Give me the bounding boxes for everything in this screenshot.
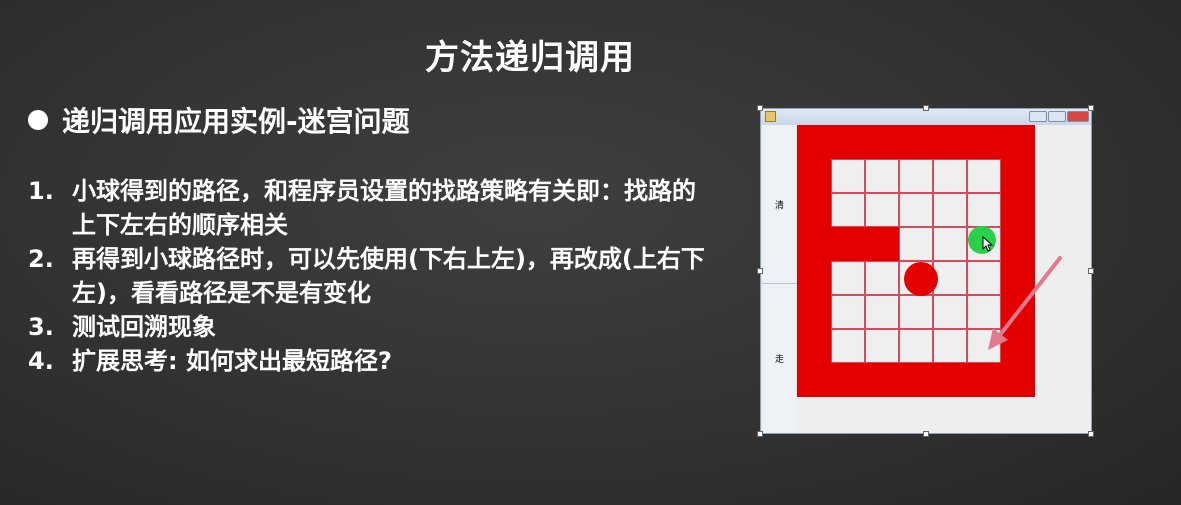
resize-handle-corner-tl[interactable]: [757, 105, 763, 111]
maze-open-cell: [899, 227, 933, 261]
list-item-number: 3.: [28, 313, 54, 341]
maze-canvas: [797, 125, 1091, 433]
list-item: 3. 测试回溯现象: [28, 310, 718, 344]
list-item-text: 小球得到的路径，和程序员设置的找路策略有关即：找路的上下左右的顺序相关: [72, 177, 696, 239]
maze-open-cell: [933, 329, 967, 363]
green-ball: [968, 226, 996, 254]
resize-handle-bottom[interactable]: [923, 431, 929, 437]
maze-wall-cell: [967, 363, 1001, 397]
maze-wall-cell: [797, 159, 831, 193]
maze-wall-cell: [797, 125, 831, 159]
maze-open-cell: [865, 261, 899, 295]
maze-wall-cell: [1001, 159, 1035, 193]
list-item-text: 扩展思考: 如何求出最短路径?: [72, 347, 392, 375]
maze-wall-cell: [797, 193, 831, 227]
maze-open-cell: [967, 159, 1001, 193]
list-item: 4. 扩展思考: 如何求出最短路径?: [28, 344, 718, 378]
resize-handle-right[interactable]: [1088, 268, 1094, 274]
maze-open-cell: [831, 159, 865, 193]
resize-handle-corner-bl[interactable]: [757, 431, 763, 437]
maze-open-cell: [899, 295, 933, 329]
maze-wall-cell: [1001, 329, 1035, 363]
maze-wall-cell: [831, 125, 865, 159]
maze-open-cell: [865, 329, 899, 363]
maze-wall-cell: [865, 363, 899, 397]
maze-wall-cell: [831, 227, 865, 261]
mouse-cursor-icon: [982, 236, 994, 252]
side-panel: 清 走: [762, 125, 798, 433]
bullet-dot-icon: [28, 110, 48, 130]
annotation-arrow-icon: [988, 256, 1062, 350]
red-ball: [904, 262, 938, 296]
bullet-text: 递归调用应用实例-迷宫问题: [62, 105, 410, 138]
maze-wall-cell: [797, 261, 831, 295]
maze-wall-cell: [1001, 193, 1035, 227]
maze-open-cell: [899, 193, 933, 227]
maze-open-cell: [933, 261, 967, 295]
maze-wall-cell: [933, 363, 967, 397]
list-item: 2. 再得到小球路径时，可以先使用(下右上左)，再改成(上右下左)，看看路径是不…: [28, 242, 718, 310]
maze-open-cell: [831, 261, 865, 295]
numbered-list: 1. 小球得到的路径，和程序员设置的找路策略有关即：找路的上下左右的顺序相关 2…: [28, 174, 718, 378]
resize-handle-corner-tr[interactable]: [1088, 105, 1094, 111]
clear-button[interactable]: 清: [762, 125, 797, 284]
maze-open-cell: [933, 193, 967, 227]
maze-wall-cell: [1001, 125, 1035, 159]
slide-title: 方法递归调用: [425, 38, 635, 78]
bullet-heading: 递归调用应用实例-迷宫问题: [28, 100, 410, 140]
maze-wall-cell: [899, 363, 933, 397]
maze-open-cell: [967, 193, 1001, 227]
maze-wall-cell: [797, 227, 831, 261]
close-button[interactable]: [1067, 111, 1089, 122]
resize-handle-corner-br[interactable]: [1088, 431, 1094, 437]
maze-app-window: 清 走: [760, 108, 1092, 434]
window-titlebar[interactable]: [761, 109, 1091, 125]
maze-open-cell: [865, 295, 899, 329]
list-item-text: 再得到小球路径时，可以先使用(下右上左)，再改成(上右下左)，看看路径是不是有变…: [72, 245, 705, 307]
maze-wall-cell: [1001, 227, 1035, 261]
walk-button[interactable]: 走: [774, 354, 784, 365]
maze-wall-cell: [797, 329, 831, 363]
maze-wall-cell: [797, 363, 831, 397]
maze-open-cell: [831, 329, 865, 363]
list-item: 1. 小球得到的路径，和程序员设置的找路策略有关即：找路的上下左右的顺序相关: [28, 174, 718, 242]
maze-open-cell: [831, 295, 865, 329]
maze-wall-cell: [1001, 261, 1035, 295]
maze-wall-cell: [865, 125, 899, 159]
maze-wall-cell: [1001, 363, 1035, 397]
maze-wall-cell: [899, 125, 933, 159]
maze-open-cell: [967, 295, 1001, 329]
maze-open-cell: [899, 329, 933, 363]
maze-open-cell: [933, 295, 967, 329]
maze-open-cell: [967, 261, 1001, 295]
maze-open-cell: [831, 193, 865, 227]
maze-open-cell: [933, 227, 967, 261]
maximize-button[interactable]: [1048, 111, 1066, 122]
maze-wall-cell: [797, 295, 831, 329]
list-item-number: 4.: [28, 347, 54, 375]
list-item-number: 1.: [28, 177, 54, 205]
minimize-button[interactable]: [1029, 111, 1047, 122]
maze-wall-cell: [831, 363, 865, 397]
resize-handle-left[interactable]: [757, 268, 763, 274]
resize-handle-top[interactable]: [923, 105, 929, 111]
maze-open-cell: [899, 159, 933, 193]
list-item-text: 测试回溯现象: [72, 313, 216, 341]
maze-open-cell: [865, 193, 899, 227]
maze-open-cell: [933, 159, 967, 193]
maze-open-cell: [865, 159, 899, 193]
maze-wall-cell: [865, 227, 899, 261]
maze-wall-cell: [967, 125, 1001, 159]
list-item-number: 2.: [28, 245, 54, 273]
maze-wall-cell: [933, 125, 967, 159]
java-app-icon: [765, 111, 776, 122]
